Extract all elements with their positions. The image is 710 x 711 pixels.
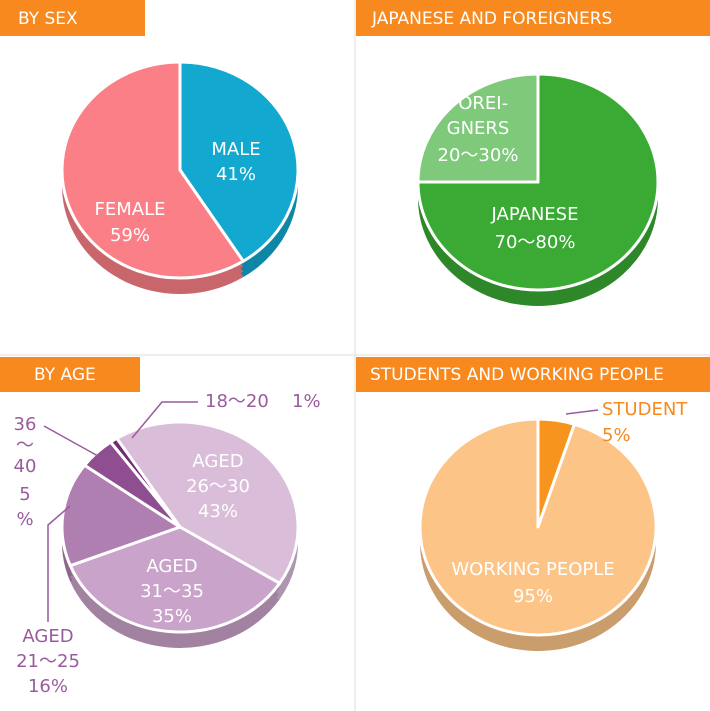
slice-label: 36 〜 40 [14,414,37,477]
slice [60,463,182,568]
slice [60,60,245,280]
value-label: 59% [110,225,150,246]
slice-label: AGED 31〜35 [140,556,204,602]
leader-line [131,401,198,439]
panel-title: JAPANESE AND FOREIGNERS [371,9,612,29]
value-label: 43% [198,501,238,522]
slice-label: AGED 26〜30 [186,451,250,497]
value-label: 70〜80% [495,232,576,253]
value-label: 20〜30% [438,145,519,166]
value-label: 16% [28,676,68,697]
panel-title: BY AGE [34,365,96,385]
slice-label: AGED 21〜25 [16,626,80,672]
header-box [356,0,710,36]
value-label: 5% [602,425,631,446]
slice [109,436,182,529]
slice [68,525,282,634]
slice-label: MALE [211,139,260,160]
slice-label: 18〜20 [205,391,269,412]
value-label: 41% [216,164,256,185]
slice [418,417,658,637]
header-box [356,357,710,392]
slice [115,420,300,585]
panel-title: BY SEX [18,9,78,29]
header-box [0,357,140,392]
value-label: 5% [16,484,33,530]
leader-line [565,409,599,415]
slice-label: JAPANESE [491,204,579,225]
slice-label: WORKING PEOPLE [451,559,614,580]
value-label: 95% [513,586,553,607]
value-label: 35% [152,606,192,627]
slice-label: FOREI-GNERS [447,93,510,139]
value-label: 1% [292,391,321,412]
slice-label: STUDENT [602,399,688,420]
slice [416,72,660,292]
slice [416,72,540,184]
leader-line [43,425,99,457]
panel-title: STUDENTS AND WORKING PEOPLE [370,365,664,385]
slice-label: FEMALE [95,199,166,220]
header-box [0,0,145,36]
leader-line [47,505,71,622]
